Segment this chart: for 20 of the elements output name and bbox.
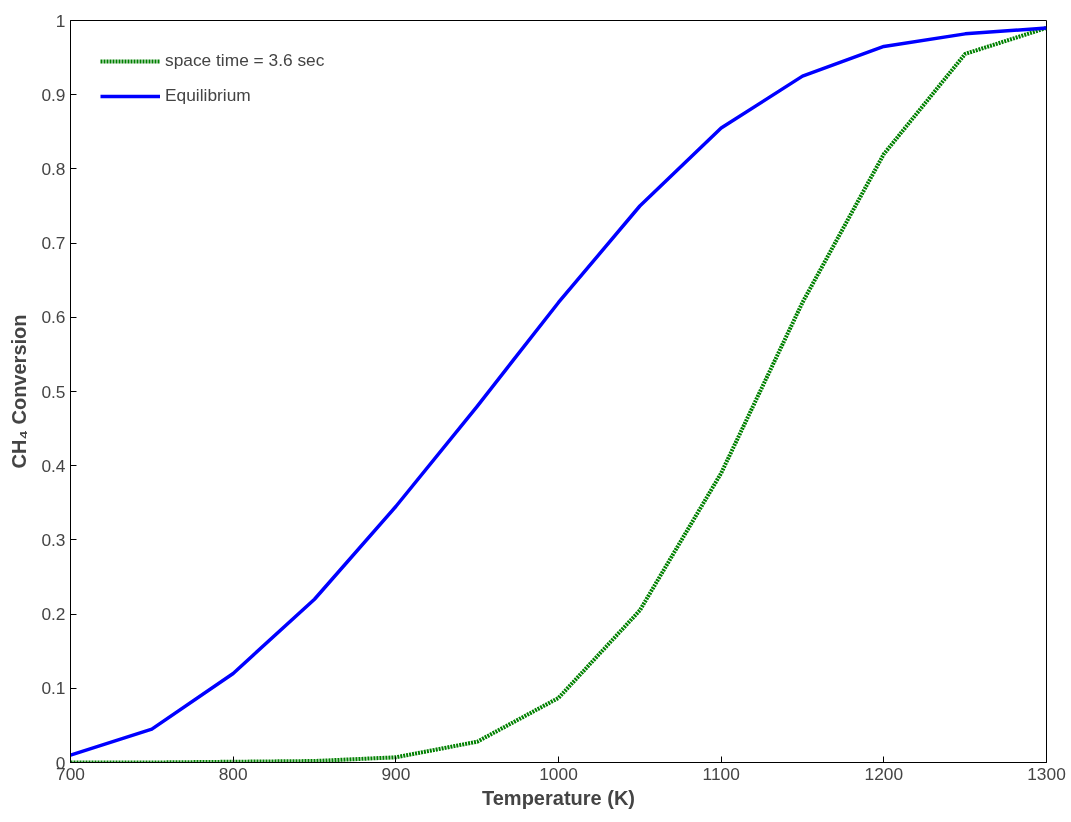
x-tick-label: 1100	[702, 763, 740, 784]
x-axis-title: Temperature (K)	[482, 786, 636, 809]
x-tick-label: 1000	[539, 763, 578, 784]
y-tick-label: 0.9	[41, 84, 66, 105]
x-tick-label: 1200	[864, 763, 904, 784]
y-tick-label: 1	[55, 10, 66, 31]
legend-label: Equilibrium	[165, 85, 251, 106]
legend-label: space time = 3.6 sec	[165, 50, 325, 71]
x-tick-label: 800	[218, 763, 248, 784]
y-tick-label: 0.5	[41, 381, 66, 402]
y-axis-title: CH₄ Conversion	[8, 314, 31, 469]
x-tick-label: 1300	[1027, 763, 1066, 784]
y-tick-label: 0.6	[41, 307, 66, 328]
y-tick-label: 0.4	[41, 455, 66, 476]
y-tick-label: 0.7	[41, 233, 66, 254]
y-tick-label: 0.2	[41, 604, 66, 625]
y-tick-label: 0.3	[41, 529, 66, 550]
y-tick-label: 0.1	[41, 678, 66, 699]
y-tick-label: 0.8	[41, 158, 66, 179]
x-tick-label: 900	[381, 763, 411, 784]
